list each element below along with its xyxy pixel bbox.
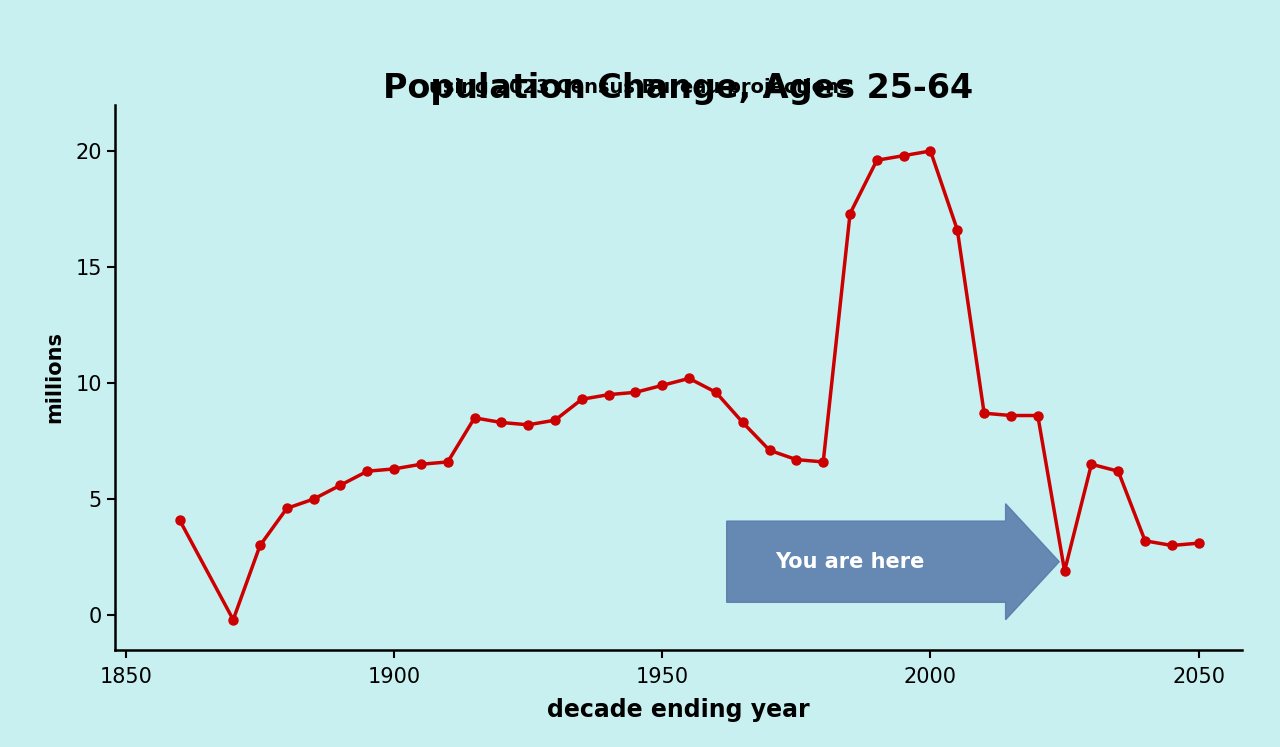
FancyArrow shape: [727, 503, 1060, 620]
Title: Population Change, Ages 25-64: Population Change, Ages 25-64: [383, 72, 974, 105]
Y-axis label: millions: millions: [45, 331, 64, 424]
Text: You are here: You are here: [776, 552, 924, 571]
Text: using 2023 Census Bureau projections: using 2023 Census Bureau projections: [429, 78, 851, 97]
X-axis label: decade ending year: decade ending year: [547, 698, 810, 722]
